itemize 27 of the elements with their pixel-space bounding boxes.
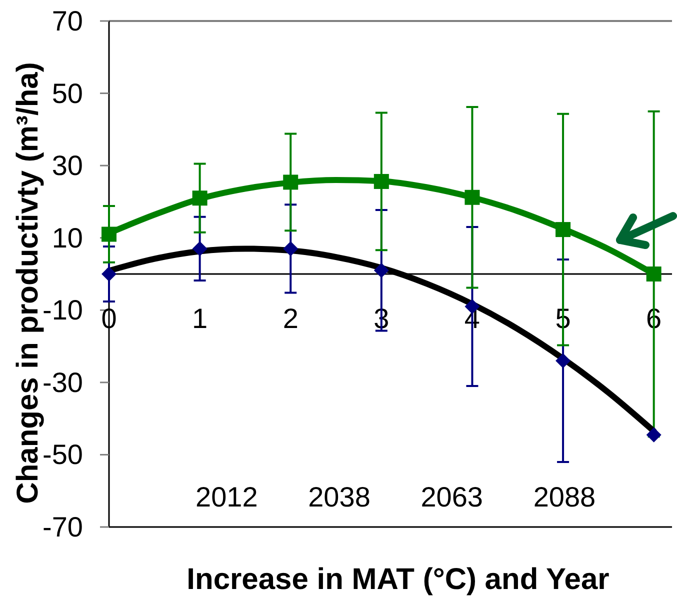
point — [556, 222, 571, 238]
y-tick-label: 10 — [52, 222, 83, 254]
y-tick-label: -50 — [42, 439, 83, 470]
point — [192, 190, 208, 206]
x-tick-label: 2 — [282, 303, 298, 334]
point — [374, 174, 389, 189]
annotation: 2038 — [308, 482, 370, 512]
y-tick-label: -70 — [42, 512, 83, 542]
y-tick-label: -30 — [42, 366, 83, 398]
x-axis-title: Increase in MAT (°C) and Year — [186, 563, 610, 596]
point — [374, 262, 389, 278]
annotation: 2088 — [533, 482, 596, 512]
point — [192, 241, 208, 256]
annotation: 2063 — [420, 482, 484, 512]
annotation: 2012 — [196, 482, 258, 512]
point — [556, 353, 571, 368]
point — [646, 427, 662, 442]
y-tick-label: 50 — [52, 78, 83, 109]
point — [283, 241, 298, 256]
point — [464, 190, 480, 205]
point — [646, 266, 662, 282]
y-axis-title: Changes in productivty (m³/ha) — [12, 62, 44, 504]
x-tick-label: 1 — [192, 303, 208, 334]
y-tick-label: 30 — [52, 150, 83, 182]
y-tick-label: 70 — [52, 6, 83, 36]
point — [283, 174, 298, 190]
y-tick-label: -10 — [42, 294, 83, 326]
